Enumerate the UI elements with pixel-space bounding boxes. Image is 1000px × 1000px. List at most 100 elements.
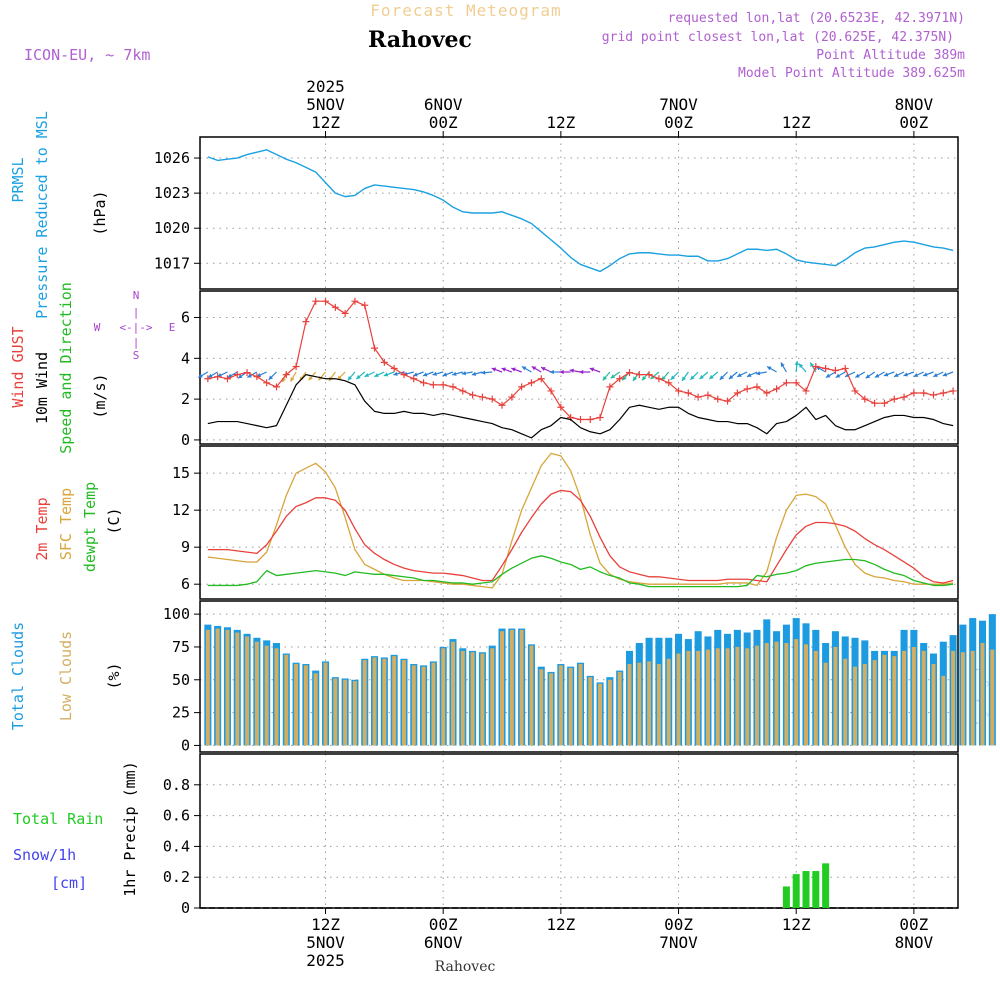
rain-bar [782,886,790,908]
temp-label-2m: 2m Temp [33,497,51,560]
wind-arrow-head [923,372,928,377]
precip-label-cm: [cm] [51,874,87,892]
wind-direction-arrow [933,371,944,378]
wind-arrow-head [501,367,506,372]
top-time-label: 12Z [546,113,575,132]
wind-label-10m: 10m Wind [33,352,51,424]
wind-direction-arrow [780,362,787,373]
low-clouds-bar [549,673,554,746]
wind-arrow-head [442,372,448,377]
gust-marker [361,301,369,309]
gust-marker [812,362,820,370]
gust-marker [645,371,653,379]
wind-arrow-head [719,375,725,380]
wind-direction-arrow [903,371,915,377]
precipitation-ytick-label: 0.2 [163,868,190,886]
low-clouds-bar [254,641,259,746]
dewpt-temp-line [207,555,954,588]
pressure-frame [199,136,959,290]
wind-direction-arrow [491,367,503,373]
bottom-time-label: 6NOV [424,933,463,952]
wind-arrow-head [780,362,785,367]
gust-marker [880,399,888,407]
gust-marker [449,383,457,391]
wind-direction-arrow [922,371,934,377]
low-clouds-bar [401,660,406,746]
wind-direction-arrow [481,370,493,375]
top-time-label: 5NOV [306,95,345,114]
wind-direction-arrow [501,367,513,373]
wind-arrow-head [942,372,948,377]
gust-marker [322,297,330,305]
wind-direction-arrow [883,371,895,377]
wind-arrow-head [825,373,831,378]
precipitation-ytick-label: 0.4 [163,837,190,855]
wind-arrow-head [432,371,437,376]
wind-arrow-head [579,369,584,375]
gust-marker [733,389,741,397]
gust-marker [508,393,516,401]
wind-arrow-head [661,376,666,381]
wind-arrow-head [364,373,370,377]
low-clouds-bar [980,643,985,746]
wind-direction-arrow [670,371,679,381]
low-clouds-bar [607,679,612,746]
wind-direction-arrow [383,371,395,377]
low-clouds-bar [245,636,250,746]
temperature-ytick-label: 15 [172,464,190,482]
wind-direction-arrow [256,371,267,378]
wind-direction-arrow [336,371,346,381]
wind-ytick-label: 2 [181,390,190,408]
low-clouds-bar [362,660,367,746]
wind-arrow-head [247,373,252,378]
gust-marker [949,387,957,395]
clouds-ytick-label: 75 [172,638,190,656]
wind-direction-arrow [461,371,473,376]
wind-arrow-head [903,372,908,377]
gust-marker [773,385,781,393]
wind-arrow-head [374,373,379,377]
low-clouds-bar [941,675,946,746]
wind-direction-arrow [511,367,522,373]
low-clouds-bar [509,629,514,746]
low-clouds-bar [460,650,465,746]
low-clouds-bar [872,660,877,746]
gust-marker [527,379,535,387]
wind-arrow-head [894,373,899,377]
low-clouds-bar [588,677,593,746]
low-clouds-bar [637,662,642,746]
low-clouds-bar [294,664,299,746]
wind-arrow-head [709,374,714,380]
top-time-label: 12Z [311,113,340,132]
wind-direction-arrow [355,371,366,380]
wind-direction-arrow [549,369,561,375]
wind-arrow-head [835,373,841,378]
precipitation-ytick-label: 0.6 [163,807,190,825]
gust-marker [351,297,359,305]
gust-marker [831,367,839,375]
low-clouds-bar [686,650,691,746]
gust-marker [714,395,722,403]
gust-marker [763,389,771,397]
low-clouds-bar [960,652,965,746]
bottom-time-label: 8NOV [895,933,934,952]
wind-arrow-head [549,369,554,375]
clouds-label-total: Total Clouds [9,622,27,730]
wind-arrow-head [471,371,477,376]
wind-arrow-head [356,374,361,380]
temp-label-sfc: SFC Temp [57,488,75,560]
bottom-time-label: 00Z [664,915,693,934]
low-clouds-bar [794,639,799,746]
gust-marker [312,297,320,305]
top-time-label: 00Z [664,113,693,132]
wind-direction-arrow [579,369,591,375]
wind-direction-arrow [347,371,356,381]
gust-marker [233,371,241,379]
gust-marker [871,399,879,407]
wind-unit: (m/s) [91,373,109,418]
gust-marker [537,375,545,383]
bottom-time-label: 00Z [429,915,458,934]
low-clouds-bar [235,632,240,746]
wind-direction-arrow [798,363,807,373]
gust-marker [939,389,947,397]
